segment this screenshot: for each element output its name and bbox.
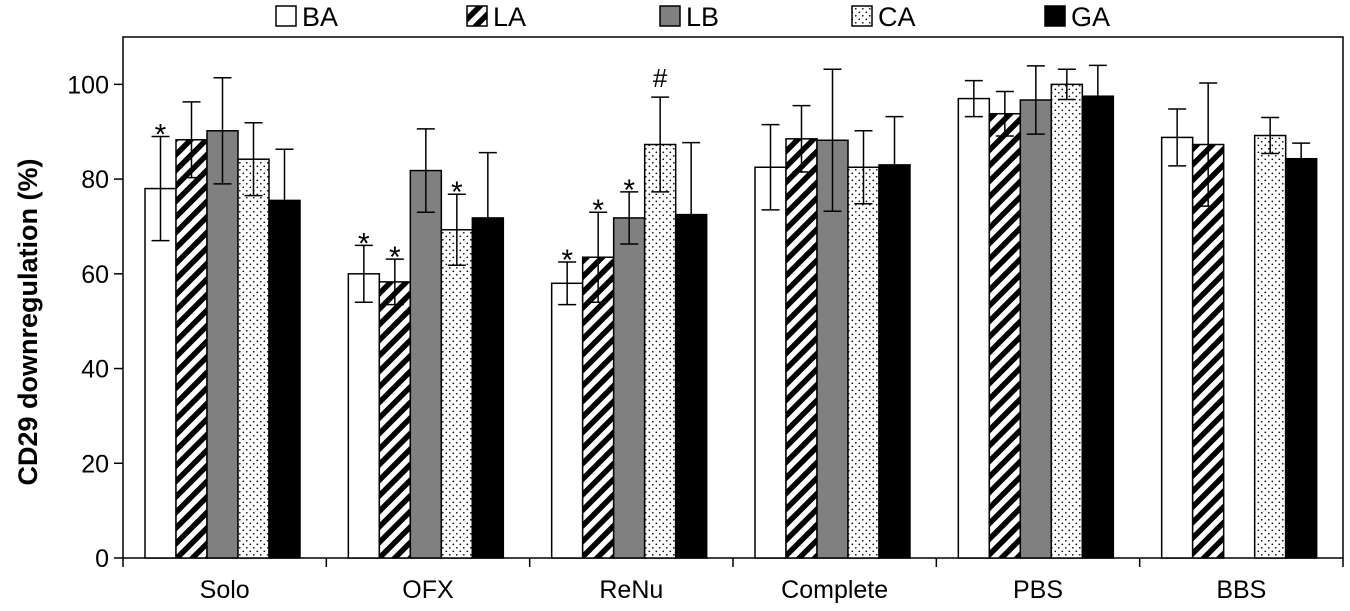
annotation-renu-la: * — [592, 194, 604, 227]
bar-renu-ba — [550, 282, 584, 559]
x-tick-label-solo: Solo — [200, 576, 250, 604]
bar-renu-lb — [612, 217, 646, 559]
bar-ofx-la — [378, 281, 412, 559]
legend-label-ca: CA — [878, 2, 916, 32]
annotation-renu-lb: * — [623, 174, 635, 207]
bar-solo-ga — [268, 199, 301, 559]
x-tick-label-renu: ReNu — [599, 576, 663, 604]
legend: BA LA LB CA GA — [275, 2, 1110, 32]
bar-solo-ca — [237, 158, 270, 559]
legend-label-lb: LB — [686, 2, 719, 32]
annotation-ofx-ba: * — [358, 227, 370, 260]
annotation-ofx-ca: * — [451, 176, 463, 209]
legend-swatch-ca — [851, 5, 873, 27]
y-tick-label-20: 20 — [81, 450, 109, 478]
y-tick-label-60: 60 — [81, 261, 109, 289]
bar-complete-ca — [847, 166, 880, 559]
legend-swatch-lb — [659, 5, 681, 27]
annotation-renu-ca: # — [653, 63, 668, 93]
legend-swatch-ba — [275, 5, 297, 27]
bar-bbs-ga — [1284, 157, 1318, 559]
bar-pbs-ca — [1050, 83, 1084, 559]
bar-pbs-la — [988, 112, 1022, 559]
annotation-renu-ba: * — [561, 244, 573, 277]
legend-label-ga: GA — [1071, 2, 1110, 32]
y-tick-label-0: 0 — [95, 545, 109, 573]
x-tick-label-ofx: OFX — [402, 576, 454, 604]
legend-label-ba: BA — [302, 2, 338, 32]
x-tick-label-bbs: BBS — [1216, 576, 1266, 604]
x-tick-label-complete: Complete — [781, 576, 888, 604]
bar-complete-la — [785, 138, 818, 559]
bar-pbs-ba — [957, 97, 991, 559]
bar-complete-ba — [754, 166, 787, 559]
bar-pbs-lb — [1019, 99, 1053, 559]
bar-bbs-ba — [1160, 136, 1194, 559]
annotation-solo-ba: * — [155, 118, 167, 151]
bar-pbs-ga — [1081, 95, 1115, 559]
y-axis-label: CD29 downregulation (%) — [13, 158, 43, 485]
legend-swatch-la — [466, 5, 488, 27]
bar-ofx-ba — [347, 273, 381, 559]
y-tick-label-100: 100 — [67, 71, 109, 99]
y-tick-label-80: 80 — [81, 166, 109, 194]
bar-renu-ca — [643, 143, 677, 559]
legend-label-la: LA — [493, 2, 526, 32]
bar-solo-la — [175, 139, 208, 559]
bar-ofx-lb — [409, 169, 443, 559]
x-tick-label-pbs: PBS — [1013, 576, 1063, 604]
bar-bbs-ca — [1253, 134, 1287, 559]
bar-solo-lb — [206, 130, 239, 559]
bar-ofx-ca — [440, 229, 474, 559]
y-tick-label-40: 40 — [81, 356, 109, 384]
bar-bbs-la — [1191, 143, 1225, 559]
plot-area: 0 20 40 60 80 100 Solo OFX ReNu Complete PBS BBS * * *… — [67, 36, 1344, 604]
bar-solo-ba — [144, 187, 177, 559]
annotation-ofx-la: * — [389, 241, 401, 274]
plot-frame — [122, 36, 1344, 559]
legend-swatch-ga — [1044, 5, 1066, 27]
bar-renu-la — [581, 256, 615, 559]
bar-complete-ga — [878, 164, 911, 559]
